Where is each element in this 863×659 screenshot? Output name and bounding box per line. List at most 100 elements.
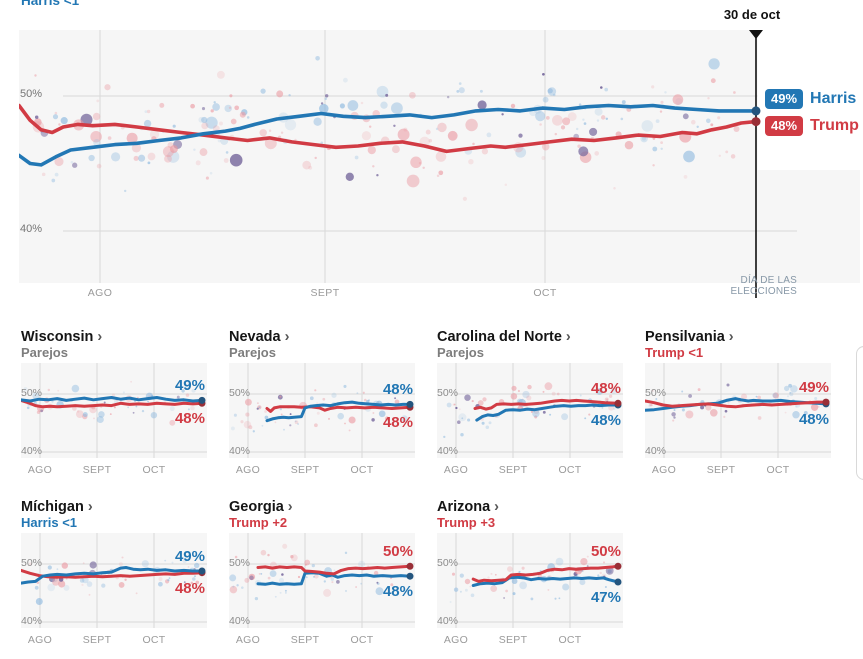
poll-dot xyxy=(315,56,320,61)
y-tick-label: 40% xyxy=(229,615,251,627)
poll-dot xyxy=(297,423,300,425)
state-title-link-michigan[interactable]: Míchigan › xyxy=(21,499,93,515)
trump-trend-line xyxy=(21,568,204,579)
poll-dot xyxy=(505,589,508,593)
poll-dot xyxy=(32,392,40,400)
poll-dot xyxy=(36,581,40,585)
pensilvania-chart-svg xyxy=(645,363,831,458)
chevron-right-icon: › xyxy=(97,329,103,345)
x-tick-label: AGO xyxy=(235,634,261,646)
poll-dot xyxy=(308,165,313,170)
state-title-link-nevada[interactable]: Nevada › xyxy=(229,329,289,345)
poll-dot xyxy=(650,403,653,407)
poll-dot xyxy=(553,93,556,97)
state-lead-label: Parejos xyxy=(21,345,68,360)
poll-dot xyxy=(453,403,456,406)
poll-dot xyxy=(93,417,95,420)
state-title-link-wisconsin[interactable]: Wisconsin › xyxy=(21,329,102,345)
poll-dot xyxy=(600,115,606,120)
poll-dot xyxy=(260,573,263,575)
poll-dot xyxy=(795,405,798,408)
poll-dot xyxy=(280,131,284,134)
x-tick-label: OCT xyxy=(558,634,582,646)
poll-dot xyxy=(198,116,205,123)
poll-dot xyxy=(325,94,329,98)
poll-dot xyxy=(757,416,762,420)
state-title-link-arizona[interactable]: Arizona › xyxy=(437,499,499,515)
poll-dot xyxy=(605,117,609,121)
poll-dot xyxy=(613,187,616,190)
poll-dot xyxy=(551,391,556,396)
poll-dot xyxy=(459,590,462,593)
state-chart-carolina-del-norte: 50% 40% AGO SEPT OCT 48% 48% xyxy=(437,363,623,476)
legend-harris: 49% Harris xyxy=(765,89,859,109)
poll-dot xyxy=(438,170,444,176)
poll-dot xyxy=(611,553,615,557)
poll-dot xyxy=(589,127,598,136)
trump-trend-line xyxy=(21,398,204,409)
michigan-chart-svg xyxy=(21,533,207,628)
poll-dot xyxy=(772,392,779,399)
poll-dot xyxy=(283,428,285,431)
poll-dot xyxy=(560,125,566,130)
poll-dot xyxy=(468,159,474,165)
poll-dot xyxy=(121,556,124,559)
poll-dot xyxy=(309,396,314,401)
poll-dot xyxy=(52,114,59,120)
poll-dot xyxy=(447,130,458,141)
state-title-link-carolina-del-norte[interactable]: Carolina del Norte › xyxy=(437,329,571,345)
poll-dot xyxy=(348,416,356,424)
poll-dot xyxy=(363,398,367,402)
poll-dot xyxy=(240,420,244,424)
poll-dot xyxy=(368,125,372,128)
poll-dot xyxy=(96,99,100,103)
poll-dot xyxy=(367,145,376,155)
poll-dot xyxy=(127,406,130,409)
poll-dot xyxy=(274,421,277,424)
poll-dot xyxy=(459,573,464,578)
poll-dot xyxy=(567,112,577,122)
poll-dot xyxy=(542,72,545,76)
poll-dot xyxy=(323,580,326,583)
poll-dot xyxy=(320,141,324,145)
poll-dot xyxy=(244,398,252,406)
state-name: Míchigan xyxy=(21,499,84,515)
poll-dot xyxy=(401,415,408,422)
poll-dot xyxy=(534,415,538,419)
poll-dot xyxy=(595,387,604,396)
poll-dot xyxy=(482,397,487,402)
poll-dot xyxy=(582,570,584,573)
poll-dot xyxy=(428,138,433,143)
poll-dot xyxy=(606,398,608,401)
poll-dot xyxy=(660,100,664,104)
poll-dot xyxy=(147,152,156,161)
harris-trend-line xyxy=(21,396,204,403)
poll-dot xyxy=(141,560,149,568)
poll-dot xyxy=(464,394,471,401)
poll-dot xyxy=(258,573,261,575)
poll-dot xyxy=(331,581,334,584)
poll-dot xyxy=(562,583,570,591)
state-title-link-georgia[interactable]: Georgia › xyxy=(229,499,293,515)
poll-dot xyxy=(314,156,317,160)
poll-dot xyxy=(378,410,386,418)
trump-pct-label: 48% xyxy=(382,414,413,431)
poll-dot xyxy=(455,406,458,410)
poll-dot xyxy=(34,74,37,77)
poll-dot xyxy=(282,543,288,549)
poll-dot xyxy=(118,562,123,567)
poll-dot xyxy=(209,171,213,175)
poll-dot xyxy=(584,417,587,420)
poll-dot xyxy=(261,424,264,427)
poll-dot xyxy=(673,416,676,419)
poll-dot xyxy=(243,420,252,429)
poll-dot xyxy=(47,388,51,392)
poll-dot xyxy=(707,97,710,100)
poll-dot xyxy=(552,114,563,126)
state-title-link-pensilvania[interactable]: Pensilvania › xyxy=(645,329,734,345)
poll-dot xyxy=(192,577,196,581)
poll-dot xyxy=(82,412,88,418)
state-chart-georgia: 50% 40% AGO SEPT OCT 50% 48% xyxy=(229,533,415,646)
poll-dot xyxy=(598,593,603,598)
poll-dot xyxy=(458,408,461,411)
